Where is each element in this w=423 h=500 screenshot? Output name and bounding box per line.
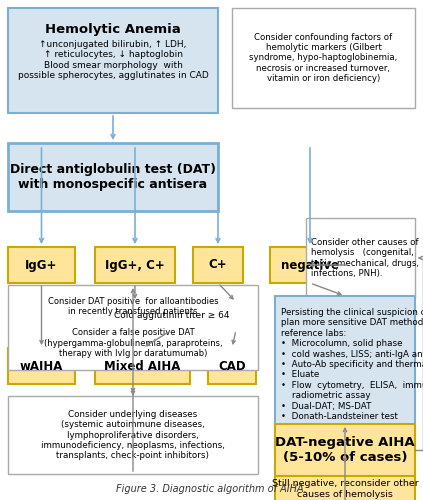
FancyBboxPatch shape (8, 8, 218, 113)
FancyBboxPatch shape (275, 466, 415, 500)
Text: IgG+: IgG+ (25, 258, 58, 272)
Text: Persisting the clinical suspicion of AIHA,
plan more sensitive DAT methods in
re: Persisting the clinical suspicion of AIH… (281, 308, 423, 421)
FancyBboxPatch shape (8, 247, 75, 283)
FancyBboxPatch shape (95, 348, 190, 384)
Text: C+: C+ (209, 258, 227, 272)
FancyBboxPatch shape (232, 8, 415, 108)
Text: Consider confounding factors of
hemolytic markers (Gilbert
syndrome, hypo-haptog: Consider confounding factors of hemolyti… (250, 32, 398, 84)
Text: Hemolytic Anemia: Hemolytic Anemia (45, 24, 181, 36)
Text: DAT-negative AIHA
(5-10% of cases): DAT-negative AIHA (5-10% of cases) (275, 436, 415, 464)
Text: negative: negative (281, 258, 339, 272)
FancyBboxPatch shape (208, 348, 256, 384)
FancyBboxPatch shape (270, 247, 350, 283)
FancyBboxPatch shape (8, 143, 218, 211)
Text: Direct antiglobulin test (DAT)
with monospecific antisera: Direct antiglobulin test (DAT) with mono… (10, 163, 216, 191)
Text: Mixed AIHA: Mixed AIHA (104, 360, 181, 372)
Text: CAD: CAD (218, 360, 246, 372)
Text: Cold agglutinin titer ≥ 64: Cold agglutinin titer ≥ 64 (114, 312, 230, 320)
FancyBboxPatch shape (193, 247, 243, 283)
FancyBboxPatch shape (88, 302, 256, 330)
Text: Consider underlying diseases
(systemic autoimmune diseases,
lymphoproliferative : Consider underlying diseases (systemic a… (41, 410, 225, 461)
Text: wAIHA: wAIHA (20, 360, 63, 372)
FancyBboxPatch shape (275, 296, 415, 456)
FancyBboxPatch shape (8, 348, 75, 384)
FancyBboxPatch shape (275, 424, 415, 476)
FancyBboxPatch shape (8, 396, 258, 474)
FancyBboxPatch shape (95, 247, 175, 283)
Text: Still negative, reconsider other
causes of hemolysis: Still negative, reconsider other causes … (272, 480, 418, 498)
FancyBboxPatch shape (8, 285, 258, 370)
Text: Consider DAT positive  for alloantibodies
in recently transfused patients

Consi: Consider DAT positive for alloantibodies… (44, 297, 222, 358)
Text: IgG+, C+: IgG+, C+ (105, 258, 165, 272)
Text: Consider other causes of
hemolysis   (congenital,
toxic, mechanical, drugs,
infe: Consider other causes of hemolysis (cong… (311, 238, 419, 278)
Text: ↑unconjugated bilirubin, ↑ LDH,
↑ reticulocytes, ↓ haptoglobin
Blood smear morph: ↑unconjugated bilirubin, ↑ LDH, ↑ reticu… (18, 40, 209, 80)
Text: Figure 3. Diagnostic algorithm of AIHA.: Figure 3. Diagnostic algorithm of AIHA. (116, 484, 307, 494)
FancyBboxPatch shape (306, 218, 415, 298)
